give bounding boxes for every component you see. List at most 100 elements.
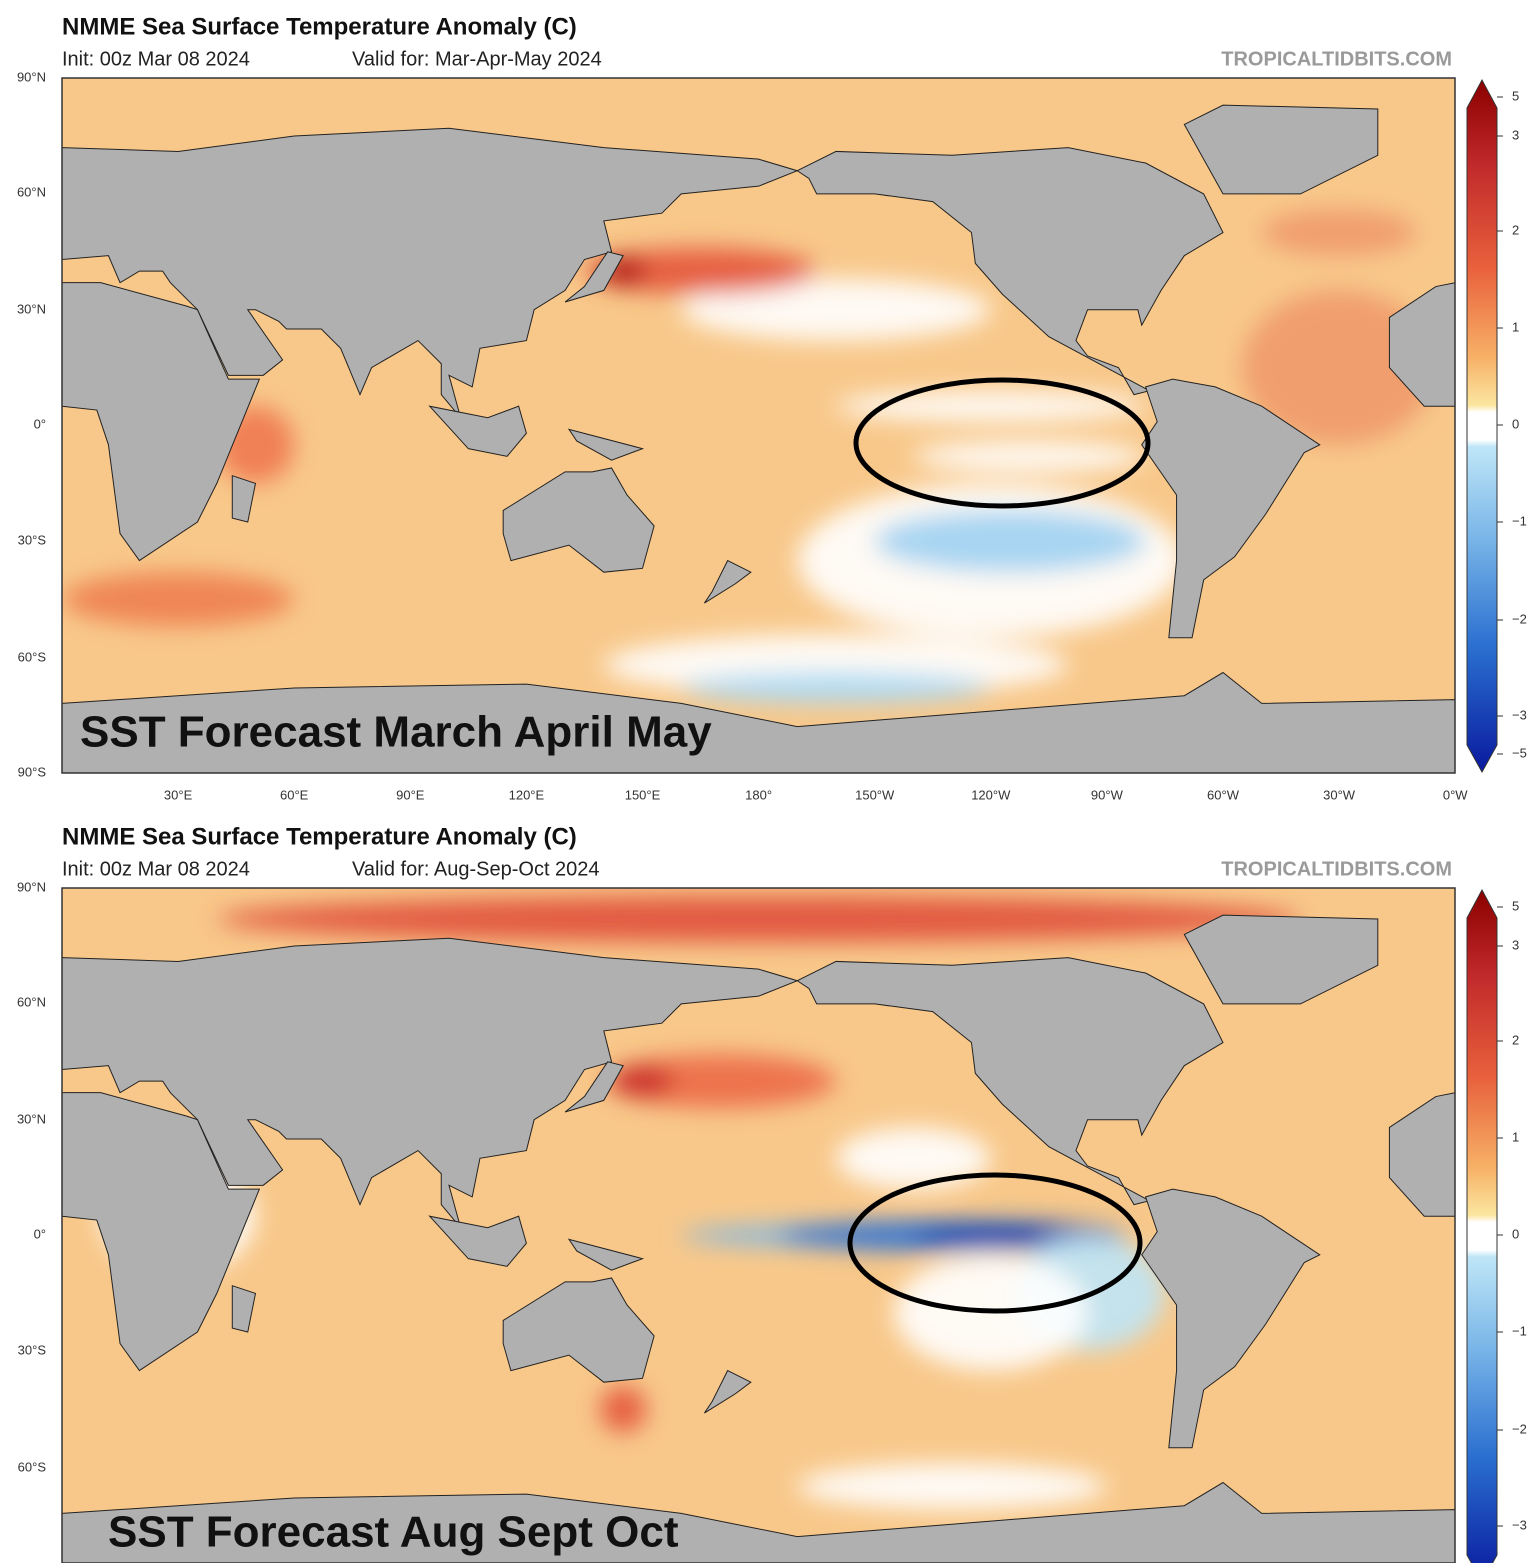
- lat-label: 0°: [34, 416, 46, 431]
- colorbar: [1466, 78, 1498, 774]
- land: [232, 476, 255, 522]
- lon-label: 180°: [745, 787, 772, 802]
- colorbar-label: −3: [1512, 707, 1527, 722]
- colorbar-label: 3: [1512, 127, 1519, 142]
- anomaly-region: [1242, 290, 1436, 445]
- lon-label: 30°E: [164, 787, 193, 802]
- lat-label: 90°S: [18, 764, 47, 779]
- land: [62, 283, 259, 561]
- land: [565, 1062, 623, 1112]
- colorbar-label: −2: [1512, 1421, 1527, 1436]
- land: [430, 406, 527, 456]
- land: [565, 252, 623, 302]
- land: [1389, 283, 1455, 407]
- map-area: [62, 78, 1455, 773]
- map-panel: NMME Sea Surface Temperature Anomaly (C)…: [17, 13, 1527, 802]
- anomaly-region: [603, 1054, 836, 1109]
- valid-period: Valid for: Aug-Sep-Oct 2024: [352, 858, 600, 880]
- lat-label: 0°: [34, 1226, 46, 1241]
- colorbar-label: −3: [1512, 1517, 1527, 1532]
- anomaly-region: [681, 672, 991, 704]
- land: [1184, 105, 1378, 194]
- land: [704, 1371, 750, 1413]
- land: [503, 1278, 654, 1382]
- colorbar-label: 1: [1512, 1129, 1519, 1144]
- panel-title: NMME Sea Surface Temperature Anomaly (C): [62, 823, 577, 850]
- colorbar-label: −5: [1512, 745, 1527, 760]
- colorbar-label: −1: [1512, 1323, 1527, 1338]
- land: [232, 1286, 255, 1332]
- anomaly-region: [836, 1127, 991, 1190]
- lat-label: 90°N: [17, 69, 46, 84]
- overlay-label: SST Forecast Aug Sept Oct: [108, 1508, 679, 1557]
- lat-label: 30°N: [17, 1111, 46, 1126]
- colorbar-label: 0: [1512, 416, 1519, 431]
- init-time: Init: 00z Mar 08 2024: [62, 48, 250, 70]
- land: [503, 468, 654, 572]
- lat-label: 30°S: [18, 532, 47, 547]
- map-area: [62, 888, 1455, 1563]
- anomaly-region: [611, 1065, 674, 1097]
- lat-label: 60°N: [17, 184, 46, 199]
- lon-label: 150°W: [855, 787, 895, 802]
- lon-label: 30°W: [1323, 787, 1356, 802]
- land: [1142, 1189, 1320, 1448]
- valid-period: Valid for: Mar-Apr-May 2024: [352, 48, 602, 70]
- land: [1142, 379, 1320, 638]
- lon-label: 0°W: [1443, 787, 1468, 802]
- anomaly-region: [599, 1386, 647, 1433]
- anomaly-region: [836, 390, 1146, 422]
- land: [62, 673, 1455, 773]
- land: [797, 148, 1223, 395]
- anomaly-region: [1261, 209, 1417, 256]
- anomaly-fields: [62, 209, 1436, 704]
- anomaly-region: [913, 440, 1146, 472]
- geo: [62, 105, 1455, 773]
- lon-label: 90°E: [396, 787, 425, 802]
- colorbar-label: 2: [1512, 1032, 1519, 1047]
- land: [704, 561, 750, 603]
- source: TROPICALTIDBITS.COM: [1221, 48, 1452, 70]
- lon-label: 120°E: [509, 787, 545, 802]
- colorbar-label: 0: [1512, 1226, 1519, 1241]
- colorbar-label: −2: [1512, 611, 1527, 626]
- lon-label: 60°W: [1207, 787, 1240, 802]
- land: [62, 1483, 1455, 1563]
- anomaly-region: [62, 572, 295, 627]
- anomaly-region: [216, 895, 1301, 943]
- lon-label: 150°E: [625, 787, 661, 802]
- highlight-ellipse: [847, 1172, 1143, 1314]
- land: [62, 1093, 259, 1371]
- lat-label: 30°S: [18, 1342, 47, 1357]
- lat-label: 60°S: [18, 1459, 47, 1474]
- anomaly-region: [584, 247, 817, 295]
- lat-label: 30°N: [17, 301, 46, 316]
- land: [62, 938, 797, 1228]
- land: [430, 1216, 527, 1266]
- map-panel: NMME Sea Surface Temperature Anomaly (C)…: [17, 823, 1527, 1568]
- land: [1184, 915, 1378, 1004]
- colorbar-label: 1: [1512, 319, 1519, 334]
- colorbar-label: 5: [1512, 898, 1519, 913]
- colorbar: [1466, 888, 1498, 1568]
- colorbar-label: 2: [1512, 222, 1519, 237]
- panel-title: NMME Sea Surface Temperature Anomaly (C): [62, 13, 577, 40]
- lon-label: 120°W: [971, 787, 1011, 802]
- anomaly-region: [681, 278, 991, 341]
- colorbar-label: −1: [1512, 513, 1527, 528]
- anomaly-region: [797, 1463, 1107, 1510]
- source: TROPICALTIDBITS.COM: [1221, 858, 1452, 880]
- land: [1389, 1093, 1455, 1217]
- colorbar-label: 5: [1512, 88, 1519, 103]
- init-time: Init: 00z Mar 08 2024: [62, 858, 250, 880]
- lat-label: 60°N: [17, 994, 46, 1009]
- lon-label: 60°E: [280, 787, 309, 802]
- lat-label: 60°S: [18, 649, 47, 664]
- land: [569, 429, 643, 460]
- lon-label: 90°W: [1091, 787, 1124, 802]
- overlay-label: SST Forecast March April May: [80, 708, 712, 757]
- land: [62, 128, 797, 418]
- land: [569, 1239, 643, 1270]
- lat-label: 90°N: [17, 879, 46, 894]
